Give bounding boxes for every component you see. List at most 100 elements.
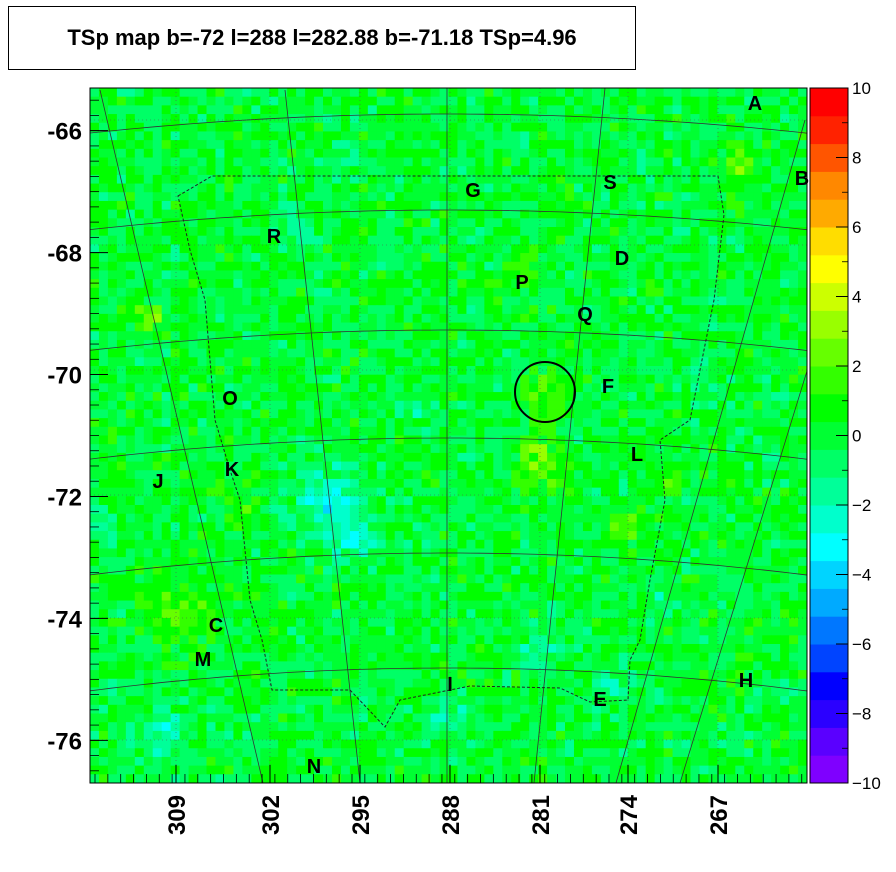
heatmap-cell (789, 548, 799, 558)
heatmap-cell (224, 452, 234, 463)
heatmap-cell (206, 470, 217, 480)
heatmap-cell (708, 444, 718, 454)
heatmap-cell (735, 331, 745, 341)
heatmap-cell (681, 261, 692, 272)
heatmap-cell (349, 487, 360, 497)
heatmap-cell (224, 331, 234, 341)
heatmap-cell (305, 235, 315, 245)
heatmap-cell (340, 218, 351, 228)
heatmap-cell (421, 435, 432, 445)
heatmap-cell (349, 348, 360, 358)
heatmap-cell (385, 383, 396, 393)
heatmap-cell (627, 418, 638, 428)
heatmap-cell (215, 122, 226, 133)
heatmap-cell (242, 574, 252, 584)
heatmap-cell (511, 114, 521, 124)
heatmap-cell (511, 322, 521, 332)
heatmap-cells (90, 88, 807, 783)
heatmap-cell (780, 487, 790, 497)
heatmap-cell (780, 296, 790, 306)
heatmap-cell (260, 279, 270, 289)
heatmap-cell (143, 183, 154, 193)
heatmap-cell (331, 617, 342, 628)
heatmap-cell (143, 88, 154, 98)
heatmap-cell (484, 122, 494, 133)
heatmap-cell (394, 322, 405, 332)
heatmap-cell (457, 470, 468, 480)
heatmap-cell (681, 583, 692, 593)
heatmap-cell (394, 609, 405, 619)
heatmap-cell (645, 148, 656, 159)
heatmap-cell (197, 331, 208, 341)
heatmap-cell (735, 192, 745, 202)
heatmap-cell (125, 418, 136, 428)
heatmap-cell (161, 539, 172, 550)
heatmap-cell (251, 305, 261, 315)
heatmap-cell (206, 157, 217, 167)
heatmap-cell (556, 426, 566, 437)
heatmap-cell (206, 131, 217, 141)
heatmap-cell (143, 626, 154, 636)
heatmap-cell (448, 374, 459, 384)
heatmap-cell (780, 114, 790, 124)
heatmap-cell (475, 88, 485, 98)
heatmap-cell (134, 513, 145, 523)
heatmap-cell (672, 88, 683, 98)
heatmap-cell (556, 539, 566, 550)
heatmap-cell (233, 287, 243, 298)
heatmap-cell (771, 452, 781, 463)
heatmap-cell (287, 583, 297, 593)
heatmap-cell (708, 253, 718, 263)
heatmap-cell (699, 140, 710, 150)
heatmap-cell (448, 383, 459, 393)
heatmap-cell (152, 253, 163, 263)
heatmap-cell (798, 470, 807, 480)
heatmap-cell (475, 383, 485, 393)
heatmap-cell (609, 418, 620, 428)
heatmap-cell (502, 279, 512, 289)
heatmap-cell (394, 513, 405, 523)
heatmap-cell (780, 88, 790, 98)
heatmap-cell (502, 374, 512, 384)
heatmap-cell (107, 574, 118, 584)
heatmap-cell (206, 339, 217, 350)
heatmap-cell (233, 270, 243, 280)
heatmap-cell (762, 513, 772, 523)
heatmap-cell (502, 505, 512, 515)
heatmap-cell (484, 557, 494, 567)
heatmap-cell (98, 392, 109, 402)
heatmap-cell (645, 400, 656, 411)
heatmap-cell (394, 348, 405, 358)
heatmap-cell (331, 357, 342, 367)
heatmap-cell (224, 426, 234, 437)
heatmap-cell (296, 531, 306, 541)
heatmap-cell (125, 166, 136, 176)
heatmap-cell (340, 270, 351, 280)
heatmap-cell (269, 174, 279, 185)
heatmap-cell (367, 409, 378, 419)
heatmap-cell (430, 522, 441, 532)
heatmap-cell (771, 88, 781, 98)
heatmap-cell (565, 227, 575, 237)
heatmap-cell (771, 565, 781, 576)
heatmap-cell (780, 557, 790, 567)
heatmap-cell (780, 244, 790, 254)
heatmap-cell (798, 183, 807, 193)
heatmap-cell (206, 522, 217, 532)
heatmap-cell (242, 470, 252, 480)
heatmap-cell (690, 409, 701, 419)
heatmap-cell (430, 166, 441, 176)
heatmap-cell (591, 461, 602, 471)
heatmap-cell (439, 305, 450, 315)
heatmap-cell (556, 374, 566, 384)
heatmap-cell (627, 148, 638, 159)
heatmap-cell (654, 157, 665, 167)
heatmap-cell (323, 383, 333, 393)
heatmap-cell (125, 200, 136, 211)
heatmap-cell (735, 261, 745, 272)
heatmap-cell (699, 452, 710, 463)
heatmap-cell (179, 270, 190, 280)
heatmap-cell (116, 218, 127, 228)
heatmap-cell (547, 348, 557, 358)
heatmap-cell (789, 435, 799, 445)
